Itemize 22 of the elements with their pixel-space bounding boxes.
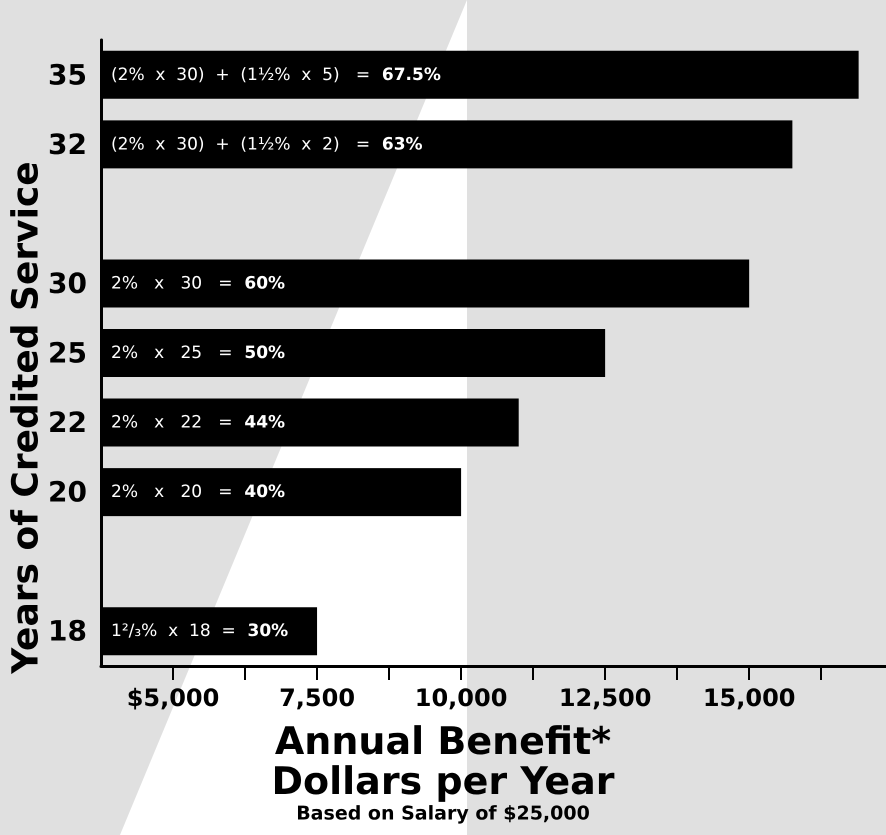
text: Based on Salary of $25,000: [296, 802, 590, 824]
x-tick-label: $5,000: [126, 684, 220, 712]
annotation: 2% x 30 = 60%: [111, 273, 286, 294]
y-tick-label: 22: [48, 406, 87, 440]
x-tick-label: 12,500: [558, 684, 652, 712]
annotation: 2% x 25 = 50%: [111, 343, 286, 363]
y-tick-label: 25: [48, 336, 87, 370]
y-tick-label: 35: [48, 58, 87, 92]
annotation: 2% x 20 = 40%: [111, 482, 286, 502]
x-tick-label: 15,000: [702, 684, 796, 712]
x-tick-label: 10,000: [414, 684, 508, 712]
x-tick-label: 7,500: [279, 684, 356, 712]
annotation: 1²/₃% x 18 = 30%: [111, 621, 288, 642]
x-axis-title: Annual Benefit* Dollars per Year: [271, 719, 615, 803]
y-axis-title: Years of Credited Service: [6, 161, 46, 675]
y-tick-label: 18: [48, 614, 87, 648]
y-tick-label: 32: [48, 128, 87, 161]
annotation: 2% x 22 = 44%: [111, 412, 286, 433]
y-tick-label: 30: [48, 266, 87, 300]
annotation: (2% x 30) + (1½% x 2) = 63%: [111, 134, 423, 154]
annotation: (2% x 30) + (1½% x 5) = 67.5%: [111, 64, 441, 85]
y-tick-label: 20: [48, 476, 87, 509]
